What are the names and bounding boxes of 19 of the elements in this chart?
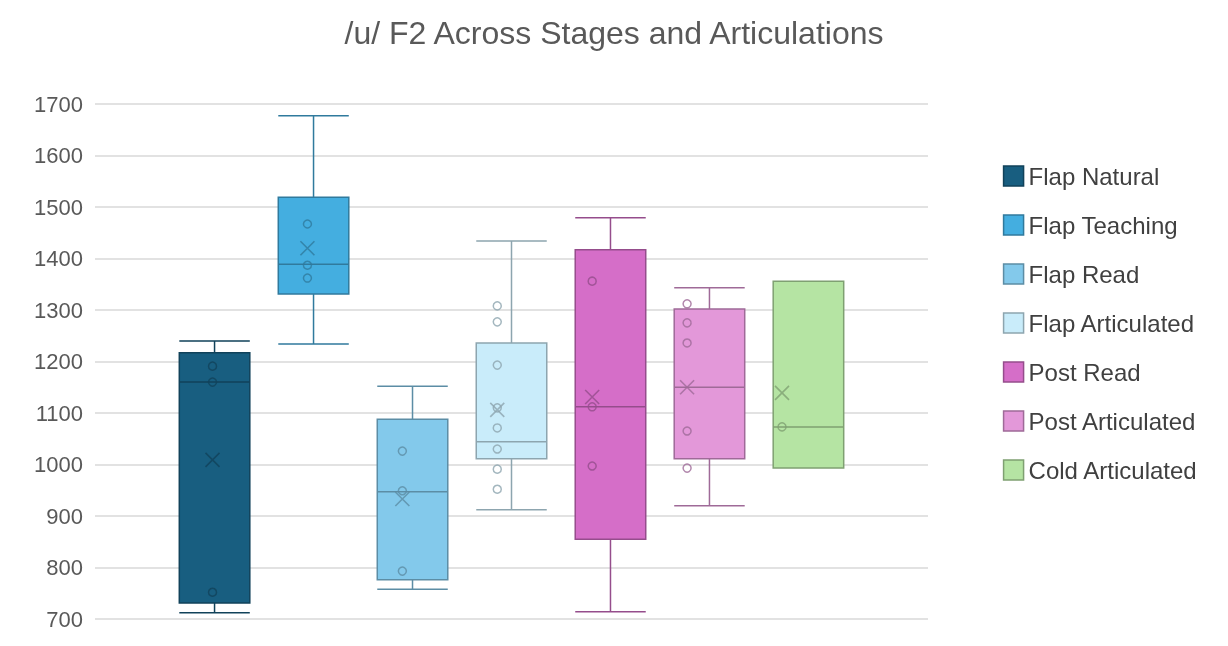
y-tick-label: 1000 xyxy=(34,452,83,477)
legend-label: Post Articulated xyxy=(1028,407,1196,435)
y-tick-label: 1300 xyxy=(34,297,83,323)
y-tick-label: 1200 xyxy=(34,349,83,374)
legend-label: Cold Articulated xyxy=(1028,456,1197,484)
y-tick-label: 800 xyxy=(46,555,83,580)
legend-label: Post Read xyxy=(1028,358,1141,386)
legend-label: Flap Teaching xyxy=(1028,211,1178,239)
legend-label: Flap Read xyxy=(1028,260,1140,288)
chart-title: /u/ F2 Across Stages and Articulations xyxy=(344,15,884,51)
y-tick-label: 700 xyxy=(46,606,83,632)
y-tick-label: 1700 xyxy=(34,91,83,117)
legend-label: Flap Articulated xyxy=(1028,309,1194,337)
y-tick-label: 1500 xyxy=(34,194,83,220)
y-tick-label: 900 xyxy=(46,503,83,529)
legend-label: Flap Natural xyxy=(1028,162,1160,190)
y-tick-label: 1600 xyxy=(34,143,83,168)
y-tick-label: 1400 xyxy=(34,246,83,271)
y-tick-label: 1100 xyxy=(35,400,83,426)
